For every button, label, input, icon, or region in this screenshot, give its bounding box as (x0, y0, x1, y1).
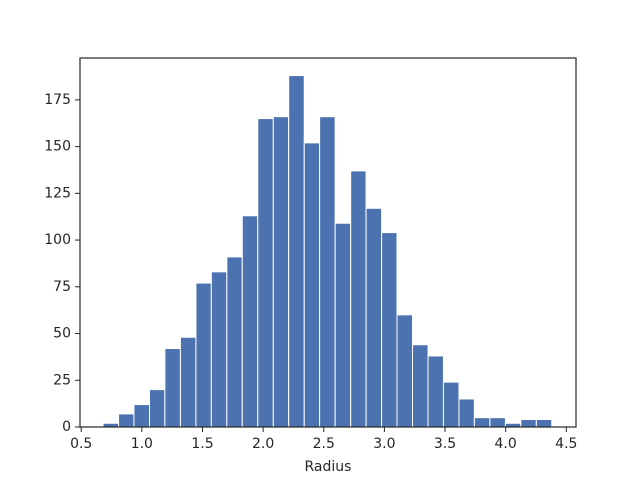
x-tick-label: 1.0 (131, 436, 153, 452)
bar (412, 344, 429, 428)
bar (179, 336, 197, 428)
bar (118, 413, 135, 428)
bar (520, 419, 537, 428)
x-tick-label: 3.5 (434, 436, 456, 452)
bar (210, 271, 228, 428)
bar (241, 215, 259, 428)
bar (303, 142, 321, 428)
x-axis-label: Radius (305, 459, 352, 475)
bar (148, 389, 166, 428)
bar (257, 118, 274, 428)
bar (381, 232, 398, 428)
y-tick-label: 50 (53, 326, 71, 342)
x-tick-label: 2.5 (313, 436, 335, 452)
bar (535, 419, 553, 428)
bar (288, 75, 305, 428)
bar (272, 116, 290, 428)
bar (427, 355, 444, 428)
y-tick-label: 100 (44, 232, 71, 248)
bar (133, 404, 150, 428)
x-tick-label: 4.0 (495, 436, 517, 452)
x-tick-label: 4.5 (555, 436, 577, 452)
y-tick-label: 25 (53, 372, 71, 388)
y-tick-label: 150 (44, 139, 71, 155)
x-tick-label: 1.5 (191, 436, 213, 452)
bar (319, 116, 336, 428)
bar (473, 417, 491, 428)
bar (489, 417, 506, 428)
bar (226, 256, 243, 428)
bar (164, 347, 181, 428)
bar (396, 314, 414, 428)
x-tick-label: 0.5 (70, 436, 92, 452)
bar (334, 222, 352, 428)
bar (195, 282, 212, 428)
y-tick-label: 0 (62, 419, 71, 435)
bar (458, 398, 475, 428)
bar (365, 207, 383, 428)
plot-frame (79, 57, 577, 428)
y-tick-label: 75 (53, 279, 71, 295)
bar (350, 170, 367, 428)
x-tick-label: 3.0 (373, 436, 395, 452)
y-tick-label: 175 (44, 92, 71, 108)
y-tick-label: 125 (44, 185, 71, 201)
x-tick-label: 2.0 (252, 436, 274, 452)
bar (442, 381, 460, 428)
